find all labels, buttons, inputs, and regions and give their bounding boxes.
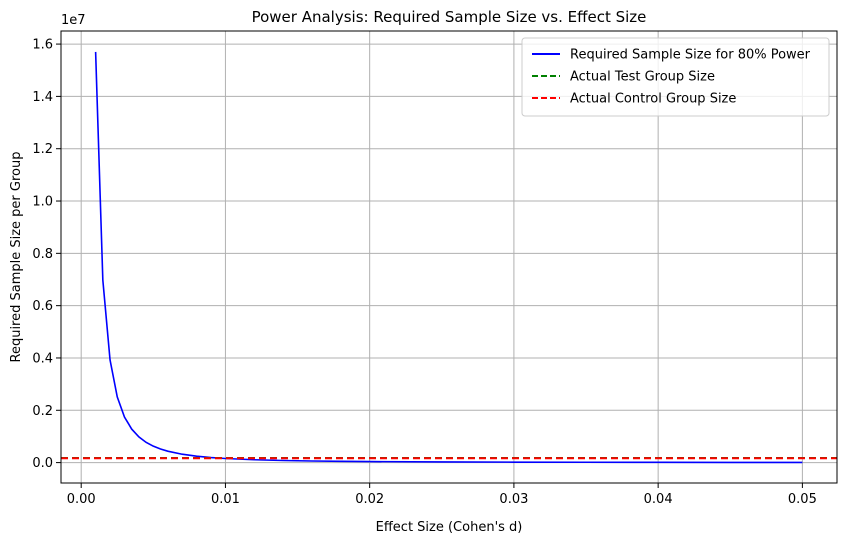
series-layer xyxy=(61,51,837,464)
x-tick-label: 0.00 xyxy=(67,492,96,507)
legend-label: Actual Test Group Size xyxy=(570,70,715,85)
y-tick-label: 1.6 xyxy=(32,38,53,53)
x-tick-label: 0.03 xyxy=(499,492,528,507)
y-tick-label: 0.0 xyxy=(32,456,53,471)
y-tick-label: 1.4 xyxy=(32,90,53,105)
x-axis-label: Effect Size (Cohen's d) xyxy=(376,520,523,535)
x-tick-label: 0.05 xyxy=(788,492,817,507)
x-tick-label: 0.02 xyxy=(355,492,384,507)
series-line-0 xyxy=(94,51,803,464)
y-tick-label: 1.2 xyxy=(32,142,53,157)
legend: Required Sample Size for 80% Power Actual… xyxy=(521,37,830,117)
legend-label: Actual Control Group Size xyxy=(570,92,736,107)
x-tick-label: 0.01 xyxy=(211,492,240,507)
y-tick-label: 0.8 xyxy=(32,247,53,262)
y-tick-label: 0.4 xyxy=(32,351,53,366)
ticks-layer: 0.00 0.01 0.02 0.03 0.04 0.05 0.0 0.2 0.4 0.6 0.8 1… xyxy=(32,38,817,507)
y-offset-label: 1e7 xyxy=(61,13,86,28)
x-tick-label: 0.04 xyxy=(644,492,673,507)
y-tick-label: 1.0 xyxy=(32,195,53,210)
plot-frame xyxy=(60,30,838,484)
legend-label: Required Sample Size for 80% Power xyxy=(570,48,811,63)
y-axis-label: Required Sample Size per Group xyxy=(9,152,24,363)
chart-title: Power Analysis: Required Sample Size vs.… xyxy=(252,8,647,26)
y-tick-label: 0.6 xyxy=(32,299,53,314)
y-tick-label: 0.2 xyxy=(32,404,53,419)
legend-box xyxy=(521,37,830,117)
